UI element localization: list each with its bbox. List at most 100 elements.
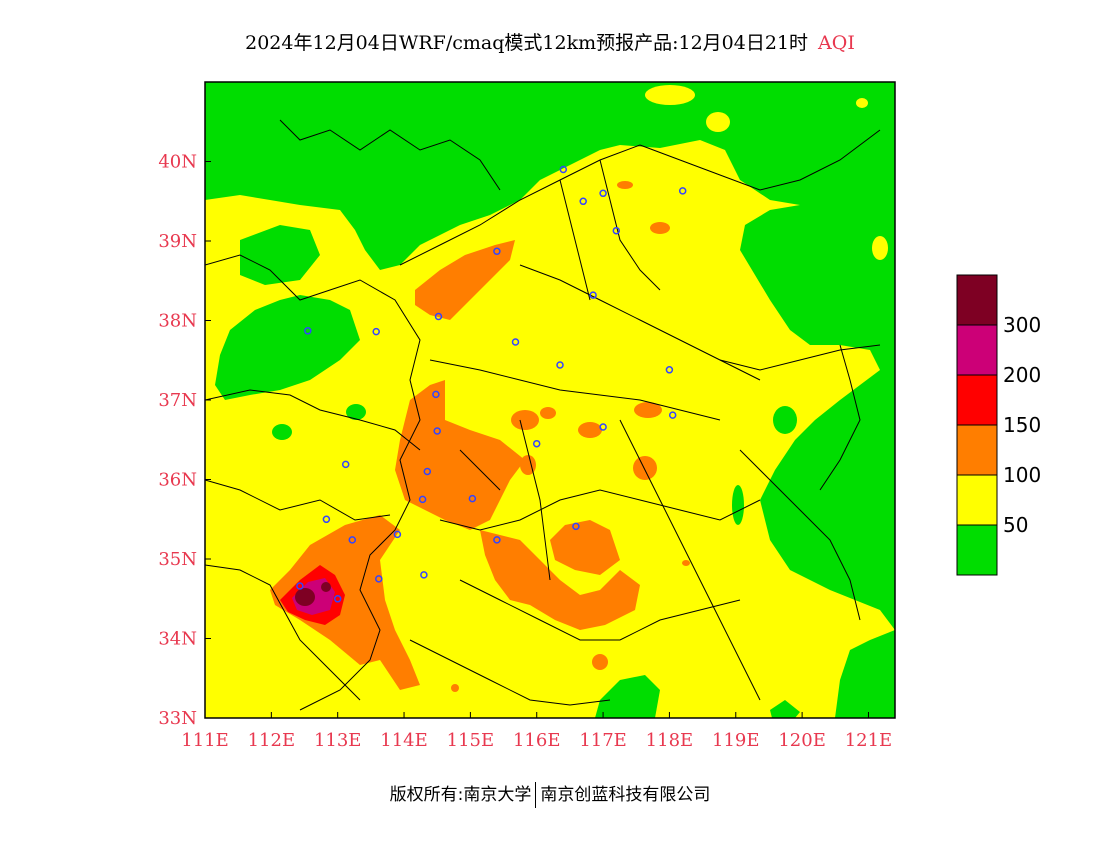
station-marker [375,575,383,583]
usg-southeast [480,530,640,630]
station-marker [493,536,501,544]
boundary-line [205,389,421,451]
station-marker [532,439,541,448]
legend-swatch [956,424,998,476]
station-marker [420,571,428,579]
boundary-line [819,344,861,491]
station-marker [433,427,441,435]
x-tick-label: 112E [248,730,296,751]
usg-dot-4 [634,402,662,418]
boundary-line [599,159,661,291]
boundary-line [459,449,501,491]
boundary-line [719,344,881,371]
legend-label: 100 [1003,463,1041,487]
aqi-moderate-islands [645,85,888,260]
station-marker [556,361,564,369]
boundary-line [279,119,501,191]
usg-dot-9 [592,654,608,670]
station-markers [296,165,687,603]
x-tick-label: 119E [712,730,760,751]
station-marker [511,338,520,346]
title-variable: AQI [818,32,855,54]
station-marker [612,226,621,235]
footer-separator [535,782,537,808]
station-marker [572,522,580,531]
aqi-usg-regions [270,181,690,692]
usg-dot-5 [633,456,657,480]
boundary-line [519,419,551,581]
station-marker [468,494,477,503]
station-marker [423,467,432,476]
station-marker [348,536,357,544]
station-marker [322,515,331,524]
admin-boundaries [205,119,881,711]
moderate-island-2 [706,112,730,132]
copyright-footer: 版权所有:南京大学 南京创蓝科技有限公司 [0,780,1100,808]
good-south-small [770,700,800,718]
usg-dot-3 [578,422,602,438]
usg-dot-7 [650,222,670,234]
usg-dot-8 [617,181,633,189]
x-tick-label: 114E [380,730,428,751]
boundary-line [439,489,761,531]
usg-southwest [270,515,420,690]
usg-dot-2 [540,407,556,419]
boundary-line [619,419,761,701]
x-tick-label: 115E [447,730,495,751]
good-east-region [740,82,895,718]
good-dot-1 [346,404,366,420]
legend-swatch [956,374,998,426]
x-tick-label: 118E [646,730,694,751]
station-marker [432,390,440,399]
boundary-line [205,479,391,521]
x-tick-label: 121E [845,730,893,751]
map-title: 2024年12月04日WRF/cmaq模式12km预报产品:12月04日21时 A… [0,28,1100,55]
hazardous-core-1 [295,588,315,606]
hazardous-core-2 [321,582,331,592]
station-marker [296,582,304,590]
legend-swatch [956,324,998,376]
map-axes: 111E 112E 113E 114E 115E 116E 117E 118E 119E 120E… [158,152,892,752]
good-west-patch [215,295,360,400]
boundary-line [639,129,881,191]
boundary-line [429,359,721,421]
footer-left: 版权所有:南京大学 [389,785,532,805]
good-south-patch [595,675,660,718]
station-marker [333,595,342,603]
usg-north-band [415,240,515,320]
y-tick-label: 34N [158,629,197,650]
good-dot-3 [773,406,797,434]
station-marker [599,423,607,431]
station-marker [341,460,350,469]
legend-swatch [956,474,998,526]
y-tick-label: 40N [158,152,197,173]
station-marker [559,165,568,174]
y-tick-label: 38N [158,311,197,332]
station-marker [304,327,312,335]
aqi-hazardous-region [295,582,331,606]
y-tick-label: 35N [158,549,197,570]
station-marker [418,495,427,504]
x-tick-label: 111E [181,730,229,751]
good-dot-5 [243,99,267,111]
y-tick-label: 33N [158,708,197,729]
legend-swatch [956,524,998,576]
x-tick-label: 116E [513,730,561,751]
boundary-line [459,579,741,641]
title-main: 2024年12月04日WRF/cmaq模式12km预报产品:12月04日21时 [245,32,809,54]
usg-dot-11 [682,560,690,566]
aqi-legend: 50 100 150 200 300 [956,274,1041,576]
station-marker [372,327,380,336]
moderate-island-4 [872,236,888,260]
boundary-line [205,254,421,711]
y-tick-label: 39N [158,231,197,252]
legend-label: 50 [1003,513,1028,537]
legend-label: 150 [1003,413,1041,437]
usg-dot-6 [520,455,536,475]
boundary-line [739,449,861,621]
boundary-line [559,179,591,301]
station-marker [668,411,677,419]
boundary-line [409,639,611,706]
legend-label: 300 [1003,313,1041,337]
good-north-west-patch [240,225,320,285]
